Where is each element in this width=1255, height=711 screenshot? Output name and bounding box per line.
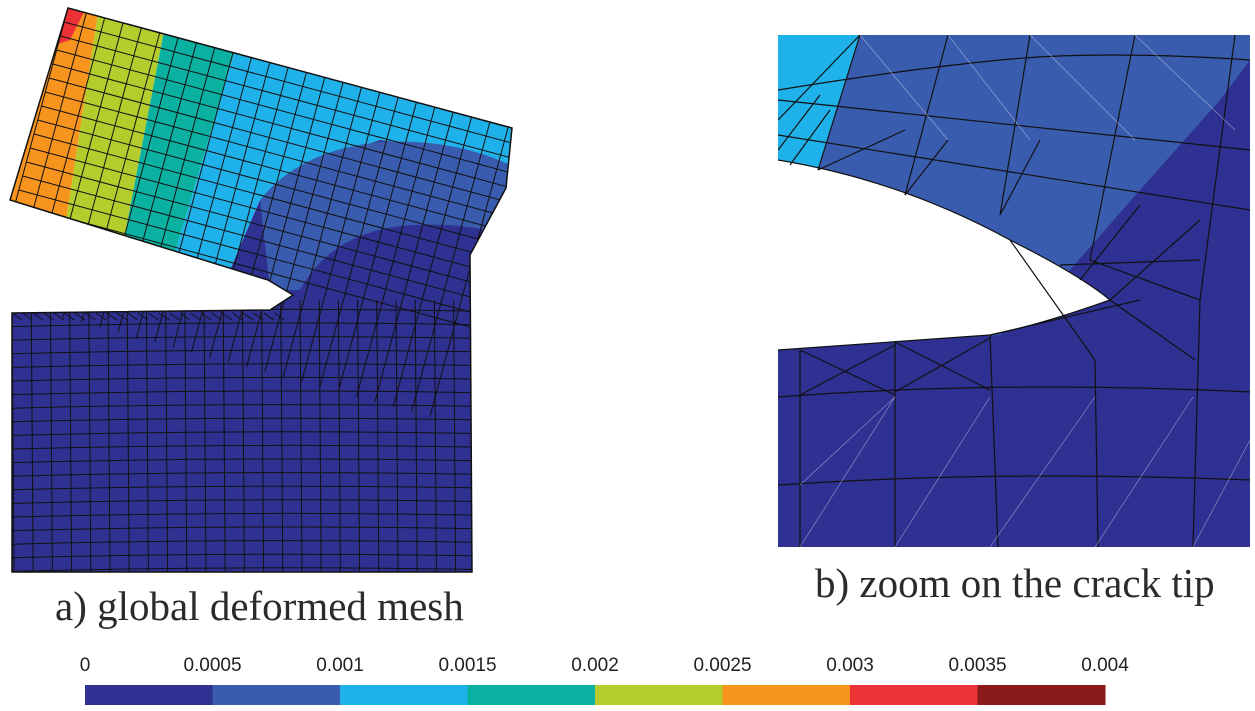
colorbar-tick-label: 0.0025: [693, 655, 751, 676]
colorbar-segment: [85, 685, 213, 705]
colorbar-tick-label: 0.0035: [948, 655, 1006, 676]
colorbar-segment: [467, 685, 596, 705]
colorbar-segment: [977, 685, 1106, 705]
colorbar-tick-label: 0.003: [826, 655, 874, 676]
colorbar-segment: [850, 685, 978, 705]
colorbar-tick-label: 0: [80, 655, 91, 676]
caption-global-mesh: a) global deformed mesh: [55, 583, 464, 629]
colorbar-tick-label: 0.002: [571, 655, 619, 676]
caption-crack-tip-zoom: b) zoom on the crack tip: [815, 560, 1215, 606]
colorbar-segment: [340, 685, 468, 705]
crack-tip-zoom-panel: [778, 35, 1250, 547]
colorbar-tick-label: 0.0005: [183, 655, 241, 676]
colorbar-tick-label: 0.004: [1081, 655, 1129, 676]
colorbar-segments: [85, 685, 1106, 705]
colorbar-tick-labels: 0 0.0005 0.001 0.0015 0.002 0.0025 0.003 0.0035…: [80, 655, 1129, 676]
colorbar: 0 0.0005 0.001 0.0015 0.002 0.0025 0.003 0.0035…: [80, 655, 1129, 705]
colorbar-segment: [722, 685, 851, 705]
colorbar-tick-label: 0.0015: [438, 655, 496, 676]
colorbar-segment: [212, 685, 341, 705]
colorbar-tick-label: 0.001: [316, 655, 364, 676]
colorbar-segment: [595, 685, 723, 705]
